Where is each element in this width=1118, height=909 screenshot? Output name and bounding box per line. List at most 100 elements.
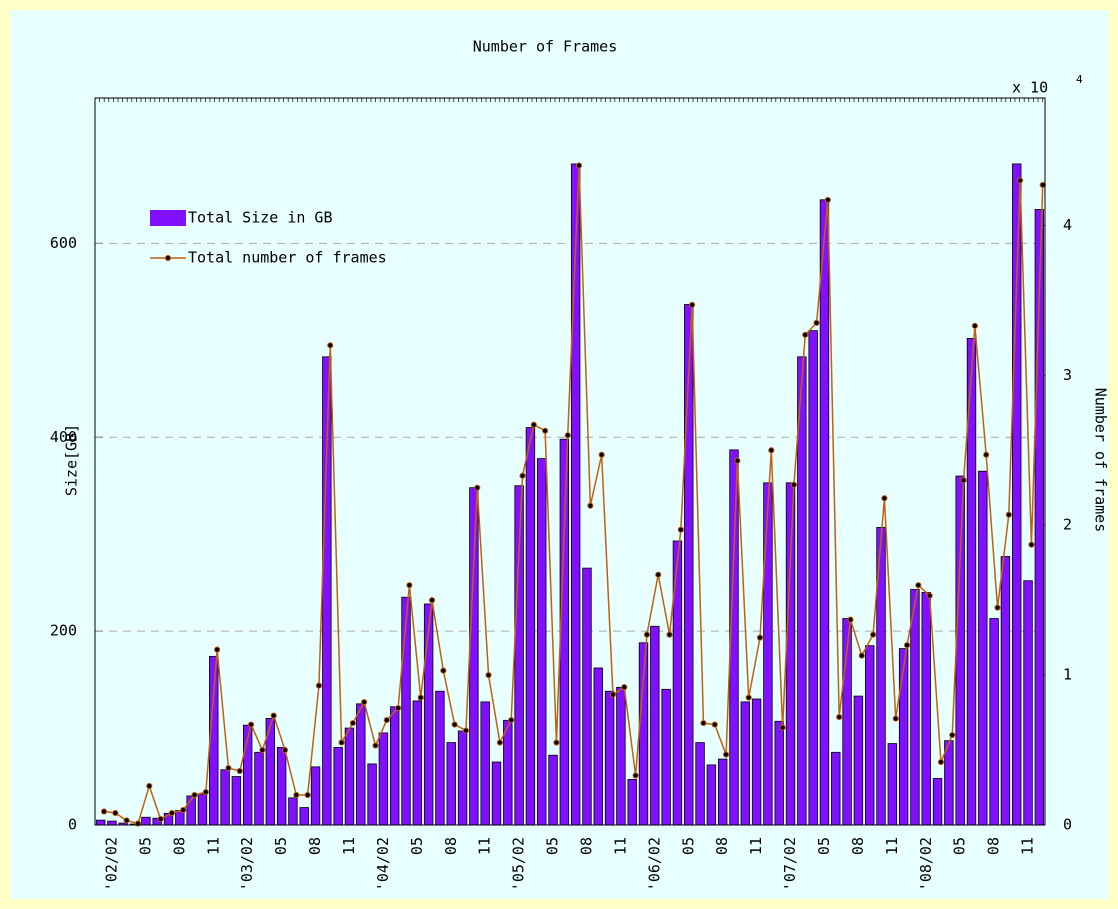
line-marker <box>903 642 911 649</box>
bar <box>932 778 943 826</box>
line-marker <box>802 331 809 338</box>
legend-label: Total Size in GB <box>188 209 333 227</box>
line-marker <box>1028 541 1035 548</box>
y2-axis-label: Number of frames <box>1092 388 1110 533</box>
x-tick-label: 05 <box>408 837 426 855</box>
line-marker <box>315 682 323 689</box>
bar <box>469 487 479 826</box>
line-marker <box>609 691 617 698</box>
line-marker <box>349 719 356 727</box>
y-tick-label: 0 <box>68 816 77 834</box>
bar <box>865 645 875 826</box>
line-marker <box>225 764 232 772</box>
plot-frame <box>94 97 1046 826</box>
x-tick-label: 11 <box>611 837 629 855</box>
line-marker <box>542 427 549 434</box>
x-tick-label: '04/02 <box>374 837 392 891</box>
line-marker <box>949 731 956 739</box>
bar <box>627 779 637 826</box>
line-marker <box>406 582 413 589</box>
line-marker <box>790 481 798 488</box>
line-marker <box>756 634 764 641</box>
line-marker <box>417 694 424 701</box>
x-tick-label: '06/02 <box>645 837 663 891</box>
x-tick-label: 11 <box>476 837 494 855</box>
line-marker <box>462 727 470 734</box>
line-marker <box>745 694 752 701</box>
line-marker <box>394 704 402 712</box>
line-marker <box>214 646 221 653</box>
bar <box>299 807 309 826</box>
x-tick-label: 11 <box>340 837 358 855</box>
line-marker <box>530 421 537 428</box>
x-tick-label: 05 <box>951 837 969 855</box>
x-tick-label: 08 <box>849 837 867 855</box>
line-marker <box>496 739 503 746</box>
y2-tick-label: 2 <box>1063 516 1072 534</box>
line-marker <box>711 721 718 728</box>
bar <box>593 667 603 826</box>
bar <box>717 758 728 826</box>
bar <box>367 763 377 826</box>
line-marker <box>824 196 831 204</box>
line-marker <box>338 739 345 746</box>
line-marker <box>632 772 639 779</box>
bar <box>831 751 841 826</box>
bar <box>95 819 106 826</box>
chart-background <box>10 10 1108 899</box>
line-marker <box>428 597 436 604</box>
bar <box>491 761 502 826</box>
line-marker <box>575 162 583 169</box>
x-tick-label: 11 <box>747 837 765 855</box>
bar <box>853 695 864 826</box>
line-marker <box>621 683 628 691</box>
bar <box>1023 580 1033 826</box>
line-marker <box>123 817 130 824</box>
bar <box>650 625 660 826</box>
bar <box>616 686 626 826</box>
bar <box>582 567 592 826</box>
x-tick-label: 05 <box>815 837 833 855</box>
bar <box>887 743 898 826</box>
x-tick-label: 08 <box>442 837 460 855</box>
x-tick-label: 08 <box>577 837 595 855</box>
bar <box>209 655 219 826</box>
line-marker <box>247 721 255 728</box>
bar <box>412 700 423 826</box>
x-tick-label: 11 <box>1019 837 1037 855</box>
bar <box>141 816 151 826</box>
bar <box>604 690 615 826</box>
line-marker <box>146 782 153 790</box>
bar <box>401 596 411 826</box>
line-marker <box>553 739 560 746</box>
bar <box>763 482 773 826</box>
y-tick-label: 400 <box>50 428 77 446</box>
x-tick-label: '07/02 <box>781 837 799 891</box>
line-marker <box>677 526 684 533</box>
bar <box>944 740 954 826</box>
bar <box>989 618 999 826</box>
line-marker <box>598 451 605 458</box>
x-tick-label: 08 <box>713 837 731 855</box>
line-marker <box>1005 511 1012 518</box>
line-marker <box>779 724 786 731</box>
bar <box>548 754 558 826</box>
y-axis-label: Size[GB] <box>63 424 81 496</box>
line-marker <box>157 815 164 823</box>
bar <box>695 742 705 826</box>
line-marker <box>734 457 741 464</box>
bar <box>1000 556 1011 826</box>
line-marker <box>655 571 662 578</box>
line-marker <box>722 751 730 758</box>
bar <box>435 690 445 826</box>
line-marker <box>100 808 108 815</box>
line-marker <box>474 484 481 491</box>
x-tick-label: '08/02 <box>917 837 935 891</box>
line-marker <box>485 672 492 679</box>
line-marker <box>564 432 571 439</box>
line-marker <box>191 791 198 799</box>
bar <box>107 820 117 826</box>
bar <box>537 458 547 826</box>
x-tick-label: 11 <box>204 837 222 855</box>
